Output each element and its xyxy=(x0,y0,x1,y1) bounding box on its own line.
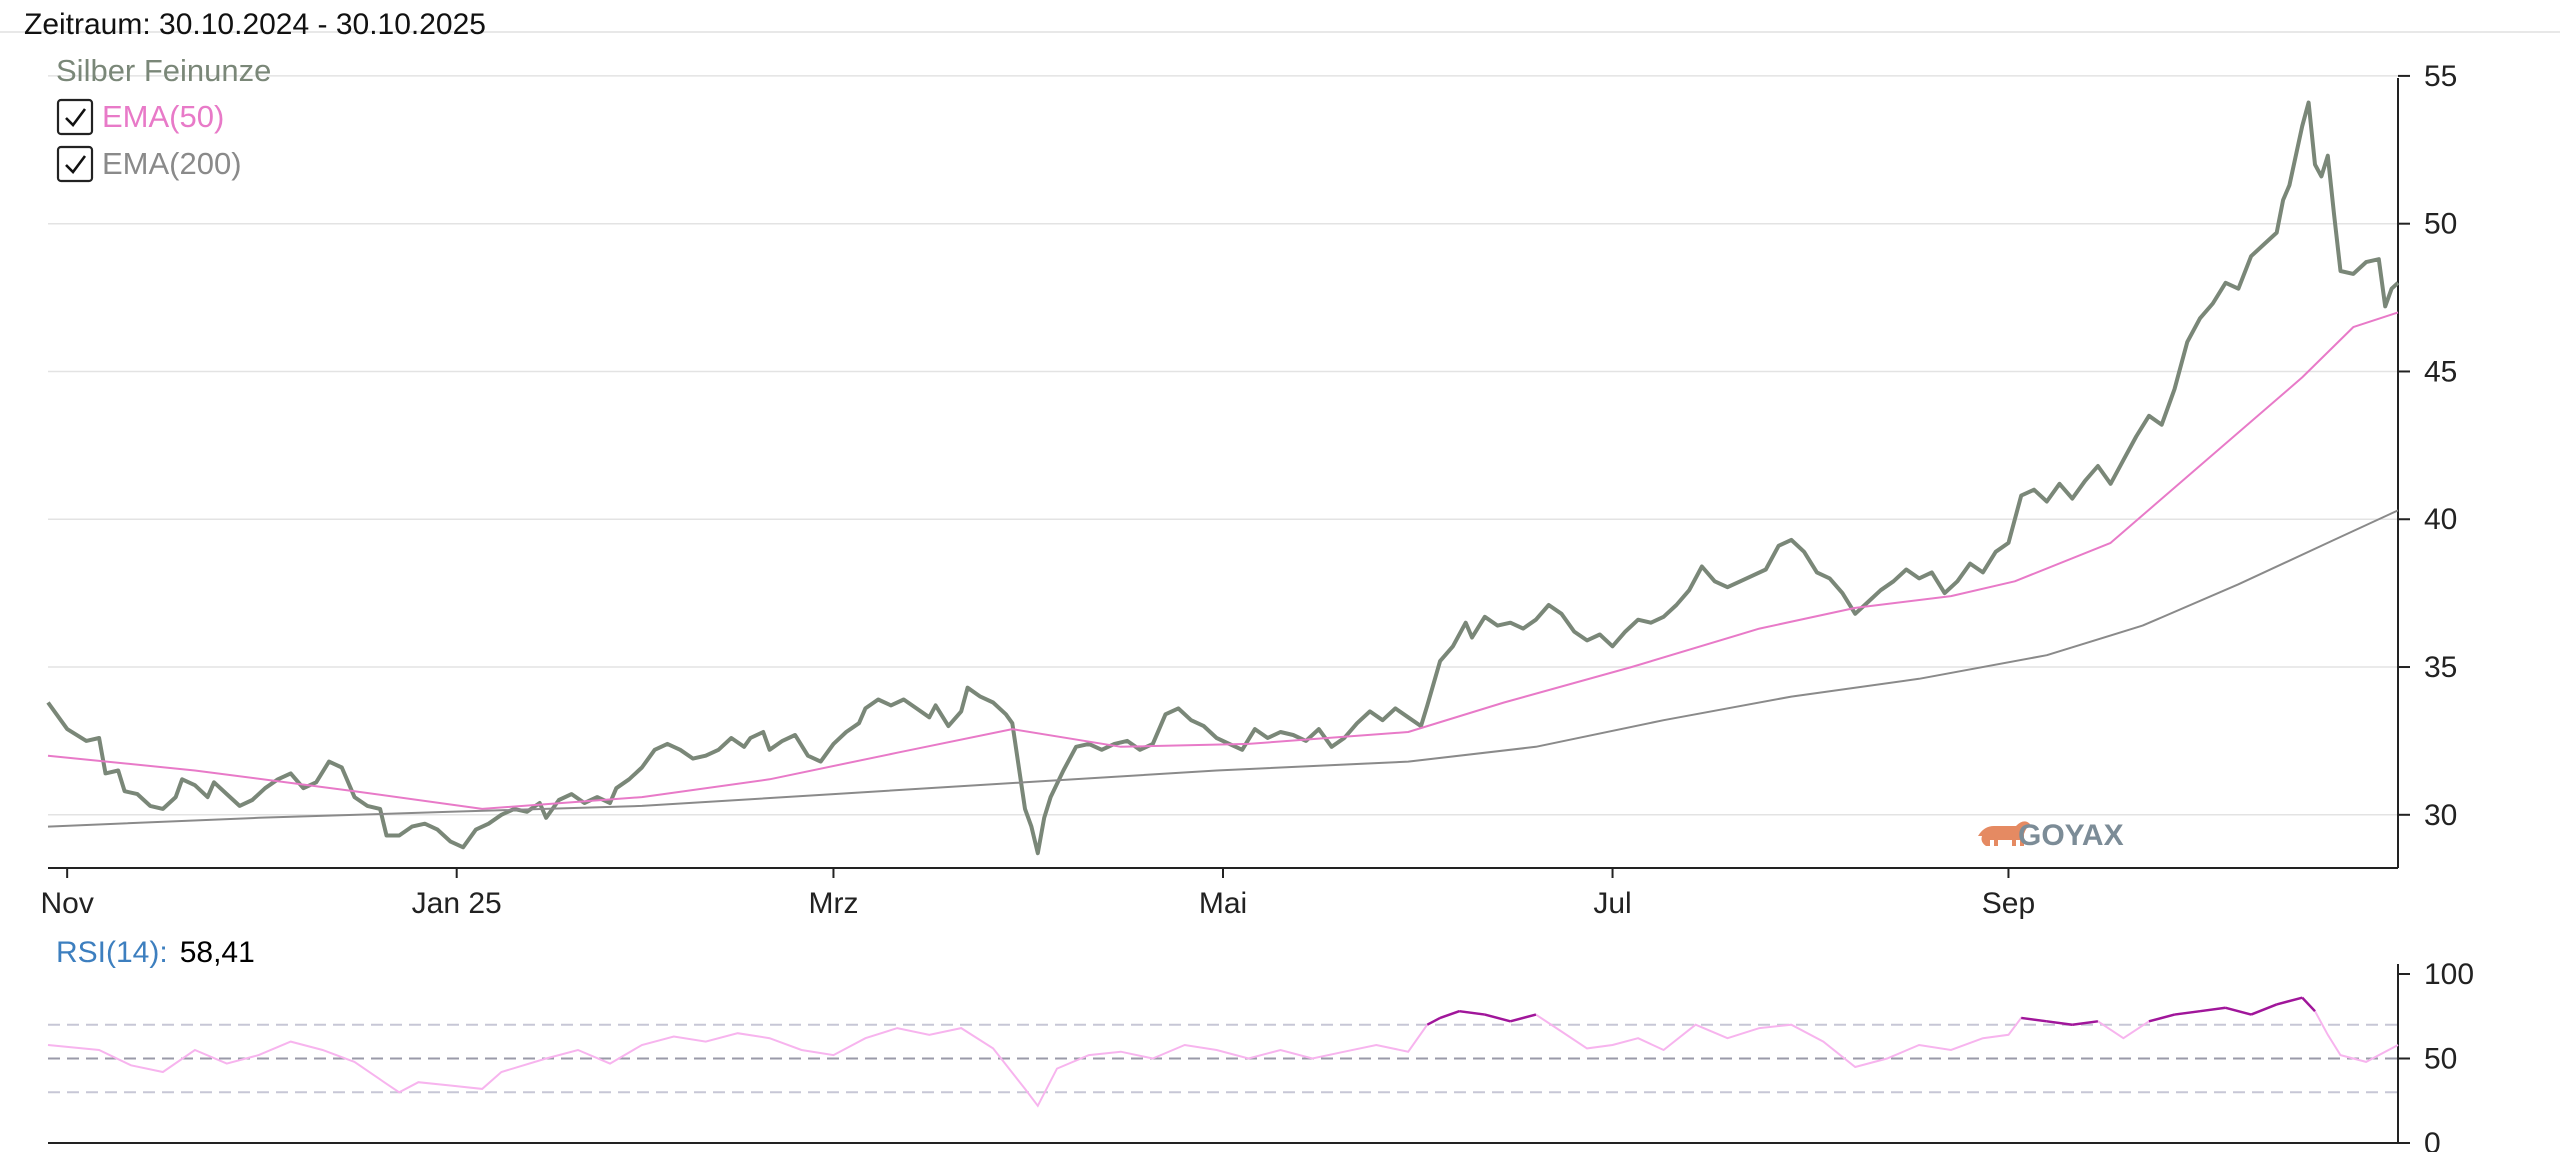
rsi-y-tick-label: 50 xyxy=(2424,1043,2457,1076)
y-tick-label: 55 xyxy=(2424,60,2457,93)
x-tick-label: Nov xyxy=(40,887,93,920)
rsi-value: 58,41 xyxy=(180,936,255,969)
rsi-extreme-segment xyxy=(1484,1013,1511,1023)
rsi-extreme-segment xyxy=(1439,1010,1460,1020)
legend-ema50-toggle[interactable]: EMA(50) xyxy=(56,98,224,136)
rsi-panel: 0 50 100 xyxy=(47,958,2474,1152)
ema50-checkbox[interactable] xyxy=(56,98,94,136)
price-gridlines xyxy=(48,75,2398,816)
ema200-line xyxy=(47,509,2399,828)
check-icon xyxy=(65,155,87,174)
x-tick-label: Sep xyxy=(1982,887,2035,920)
series-title: Silber Feinunze xyxy=(56,53,271,88)
rsi-extreme-segment xyxy=(2174,1009,2201,1016)
x-tick-label: Jan 25 xyxy=(412,887,502,920)
rsi-extreme-segment xyxy=(1459,1009,1485,1016)
rsi-y-tick-label: 100 xyxy=(2424,958,2474,991)
rsi-extreme-segment xyxy=(2046,1020,2073,1026)
ema200-label: EMA(200) xyxy=(102,146,242,181)
bull-icon xyxy=(1978,821,2030,846)
chart-axes xyxy=(0,31,2560,869)
y-tick-label: 30 xyxy=(2424,799,2457,832)
x-tick-label: Mrz xyxy=(808,887,858,920)
x-axis-ticks: Nov Jan 25 Mrz Mai Jul Sep xyxy=(40,868,2035,920)
y-tick-label: 45 xyxy=(2424,355,2457,388)
rsi-extreme-segment xyxy=(2250,1003,2278,1016)
price-line xyxy=(46,100,2400,856)
goyax-logo: GOYAX xyxy=(1978,819,2124,852)
ema50-label: EMA(50) xyxy=(102,99,224,134)
y-axis-ticks: 30 35 40 45 50 55 xyxy=(2398,60,2457,832)
logo-text: GOYAX xyxy=(2018,819,2124,852)
y-tick-label: 35 xyxy=(2424,651,2457,684)
rsi-y-tick-label: 0 xyxy=(2424,1127,2441,1152)
rsi-extreme-segment xyxy=(2301,996,2316,1013)
rsi-extreme-segment xyxy=(2276,996,2303,1006)
x-tick-label: Jul xyxy=(1593,887,1631,920)
rsi-readout: RSI(14): 58,41 xyxy=(56,936,255,969)
ema50-line xyxy=(47,311,2399,810)
rsi-label: RSI(14): xyxy=(56,936,168,969)
rsi-extreme-segment xyxy=(2021,1016,2047,1023)
rsi-extreme-segment xyxy=(2072,1020,2099,1026)
legend-ema200-toggle[interactable]: EMA(200) xyxy=(56,145,242,183)
price-series-group xyxy=(46,100,2400,856)
rsi-extreme-segment xyxy=(2225,1006,2252,1016)
rsi-extreme-segment xyxy=(2199,1006,2226,1013)
check-icon xyxy=(65,108,87,127)
ema200-checkbox[interactable] xyxy=(56,145,94,183)
rsi-extreme-segment xyxy=(2148,1013,2175,1023)
x-tick-label: Mai xyxy=(1199,887,1247,920)
rsi-extreme-segment xyxy=(1426,1016,1441,1026)
y-tick-label: 50 xyxy=(2424,208,2457,241)
y-tick-label: 40 xyxy=(2424,503,2457,536)
rsi-line xyxy=(47,996,2399,1108)
period-label: Zeitraum: 30.10.2024 - 30.10.2025 xyxy=(24,8,486,41)
rsi-extreme-segment xyxy=(1510,1013,1537,1023)
